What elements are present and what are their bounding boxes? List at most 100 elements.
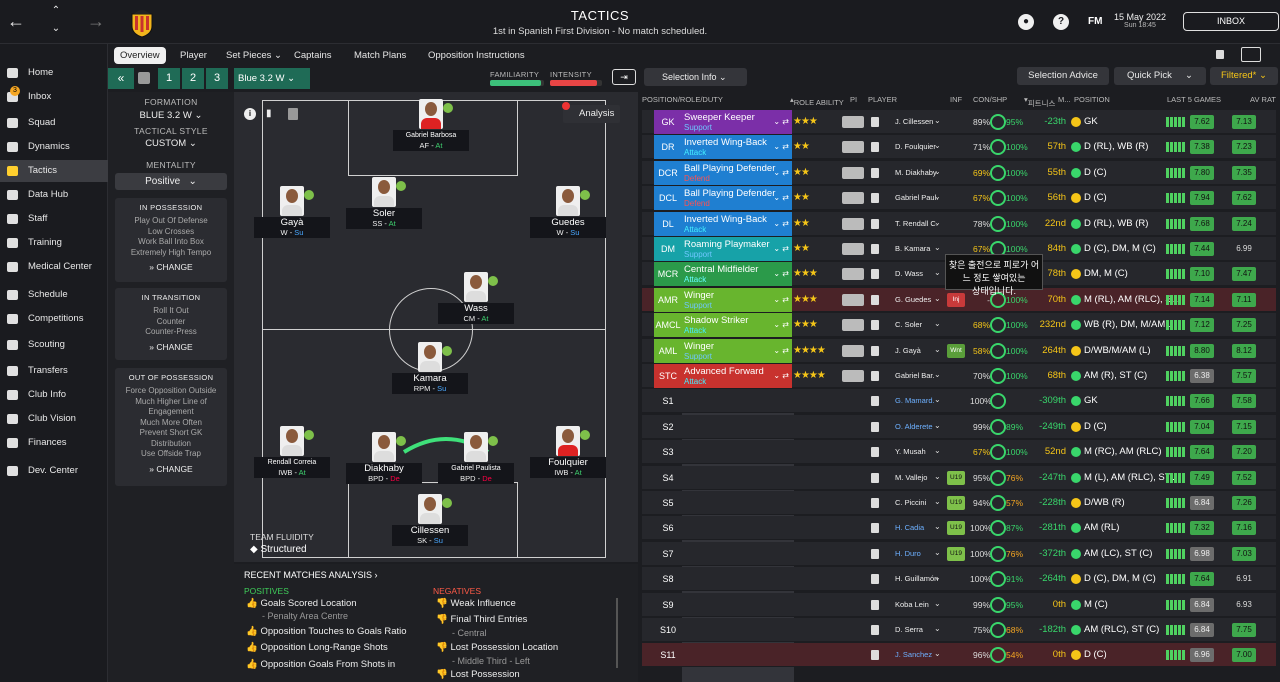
pitch-player-guedes[interactable]: Guedes W - Su (530, 186, 606, 238)
player-instructions-icon[interactable] (842, 268, 864, 281)
role-dropdown-icon[interactable]: ⌄ ⇄ (773, 345, 789, 355)
player-role[interactable]: BPD - De (346, 474, 422, 484)
player-dropdown-icon[interactable]: ⌄ (934, 192, 941, 202)
table-row[interactable]: GK Sweeper Keeper Support ⌄ ⇄ ★★★ J. Cillesse… (642, 110, 1276, 134)
player-name[interactable]: D. Wass (895, 269, 924, 279)
tab-player[interactable]: Player (180, 50, 207, 61)
player-name[interactable]: C. Piccini (895, 498, 927, 507)
table-row[interactable]: S11 J. Sanchez ⌄ 96% 54% 0th D (C) 6.96 7.00 (642, 643, 1276, 668)
player-dropdown-icon[interactable]: ⌄ (934, 370, 941, 379)
table-row[interactable]: AMR Winger Support ⌄ ⇄ ★★★ G. Guedes ⌄ Inj - 100%… (642, 287, 1276, 312)
player-name[interactable]: Gabriel Paul. (895, 193, 939, 203)
sidebar-item-transfers[interactable]: Transfers (0, 360, 108, 382)
player-instructions-icon[interactable] (842, 319, 864, 332)
pitch-player-gabriel-barbosa[interactable]: Gabriel Barbosa AF - At (393, 99, 469, 151)
positive-item[interactable]: 👍 Opposition Long-Range Shots (246, 642, 388, 653)
player-instructions-icon[interactable] (842, 192, 864, 205)
player-name[interactable]: H. Duro (895, 548, 921, 558)
info-icon[interactable]: i (244, 108, 256, 120)
tab-captains[interactable]: Captains (294, 50, 332, 61)
tab-opposition-instructions[interactable]: Opposition Instructions (428, 50, 525, 61)
player-dropdown-icon[interactable]: ⌄ (934, 624, 941, 633)
scrollbar[interactable] (616, 598, 618, 668)
role-cell[interactable]: Ball Playing Defender Defend ⌄ ⇄ (682, 160, 792, 185)
tab-overview[interactable]: Overview (114, 47, 166, 64)
table-row[interactable]: S2 O. Alderete ⌄ 99% 89% -249th D (C) 7.04 7.15 (642, 414, 1276, 439)
role-dropdown-icon[interactable]: ⌄ ⇄ (773, 167, 789, 177)
table-row[interactable]: S9 Koba Lein ⌄ 99% 95% 0th M (C) 6.84 6.93 (642, 592, 1276, 617)
player-name[interactable]: J. Gayà (895, 345, 921, 355)
player-dropdown-icon[interactable]: ⌄ (934, 497, 941, 506)
filter-dropdown[interactable]: Filtered* ⌄ (1210, 67, 1278, 85)
col-position[interactable]: POSITION (1074, 95, 1110, 104)
player-name[interactable]: Y. Musah (895, 447, 926, 457)
pitch-player-rendall-correia[interactable]: Rendall Correia IWB - At (254, 426, 330, 478)
forward-arrow-icon[interactable]: → (87, 11, 105, 31)
sidebar-item-squad[interactable]: Squad (0, 112, 108, 134)
tactical-style-dropdown[interactable]: CUSTOM ⌄ (145, 138, 197, 149)
player-name[interactable]: M. Vallejo (895, 472, 928, 482)
selection-info-dropdown[interactable]: Selection Info ⌄ (644, 68, 747, 86)
role-dropdown-icon[interactable]: ⌄ ⇄ (773, 294, 789, 304)
role-cell[interactable]: Ball Playing Defender Defend ⌄ ⇄ (682, 186, 792, 211)
role-dropdown-icon[interactable]: ⌄ ⇄ (773, 320, 789, 330)
role-cell[interactable]: Winger Support ⌄ ⇄ (682, 338, 792, 363)
player-instructions-icon[interactable] (842, 217, 864, 230)
pitch-player-diakhaby[interactable]: Diakhaby BPD - De (346, 432, 422, 484)
pitch-player-cillessen[interactable]: Cillessen SK - Su (392, 494, 468, 546)
pitch-player-gabriel-paulista[interactable]: Gabriel Paulista BPD - De (438, 432, 514, 484)
player-dropdown-icon[interactable]: ⌄ (934, 573, 941, 583)
player-instructions-icon[interactable] (842, 293, 864, 306)
player-dropdown-icon[interactable]: ⌄ (934, 268, 941, 278)
player-name[interactable]: T. Rendall C. (895, 218, 938, 228)
player-dropdown-icon[interactable]: ⌄ (934, 522, 941, 532)
table-row[interactable]: S4 M. Vallejo ⌄ U19 95% 76% -247th M (L), AM (R… (642, 465, 1276, 490)
sidebar-item-scouting[interactable]: Scouting (0, 334, 108, 356)
tactic-name-dropdown[interactable]: Blue 3.2 W ⌄ (234, 68, 310, 89)
player-role[interactable]: BPD - De (438, 474, 514, 484)
shirt-view-icon[interactable] (1241, 47, 1261, 62)
formation-dropdown[interactable]: BLUE 3.2 W ⌄ (139, 110, 203, 121)
pitch-player-wass[interactable]: Wass CM - At (438, 272, 514, 324)
sidebar-item-club-info[interactable]: Club Info (0, 384, 108, 406)
player-dropdown-icon[interactable]: ⌄ (934, 116, 941, 125)
positive-item[interactable]: 👍 Goals Scored Location (246, 598, 357, 609)
tactic-slot-3[interactable]: 3 (206, 68, 228, 89)
player-dropdown-icon[interactable]: ⌄ (934, 471, 941, 481)
table-row[interactable]: S7 H. Duro ⌄ U19 100% 76% -372th AM (LC), ST (C… (642, 541, 1276, 566)
col-pi[interactable]: PI (850, 95, 858, 104)
pitch-player-foulquier[interactable]: Foulquier IWB - At (530, 426, 606, 478)
player-instructions-icon[interactable] (842, 116, 864, 128)
help-icon[interactable]: ? (1053, 14, 1069, 30)
bar-chart-icon[interactable]: ▮ (266, 108, 272, 119)
col-m[interactable]: M... (1058, 95, 1071, 104)
change-in-possession-button[interactable]: » CHANGE (149, 262, 193, 272)
sidebar-item-competitions[interactable]: Competitions (0, 308, 108, 330)
table-row[interactable]: AML Winger Support ⌄ ⇄ ★★★★ J. Gayà ⌄ Wnt 58% 100… (642, 338, 1276, 363)
tab-set-pieces[interactable]: Set Pieces ⌄ (226, 50, 283, 61)
player-dropdown-icon[interactable]: ⌄ (934, 420, 941, 430)
player-dropdown-icon[interactable]: ⌄ (934, 217, 941, 227)
player-dropdown-icon[interactable]: ⌄ (934, 166, 941, 176)
player-dropdown-icon[interactable]: ⌄ (934, 649, 941, 659)
player-name[interactable]: Gabriel Bar. (895, 371, 935, 380)
positive-item[interactable]: 👍 Opposition Goals From Shots in (246, 659, 395, 670)
player-name[interactable]: G. Mamard. (895, 396, 935, 406)
col-player[interactable]: PLAYER (868, 95, 898, 104)
player-dropdown-icon[interactable]: ⌄ (934, 344, 941, 354)
player-instructions-icon[interactable] (842, 344, 864, 357)
sidebar-item-data-hub[interactable]: Data Hub (0, 184, 108, 206)
role-cell[interactable]: Shadow Striker Attack ⌄ ⇄ (682, 313, 792, 338)
player-role[interactable]: RPM - Su (392, 384, 468, 394)
list-icon[interactable] (288, 108, 298, 120)
player-role[interactable]: IWB - At (254, 468, 330, 478)
analysis-button[interactable]: Analysis (563, 105, 620, 123)
table-row[interactable]: S3 Y. Musah ⌄ 67% 100% 52nd M (RC), AM (RLC) 7.… (642, 440, 1276, 465)
player-name[interactable]: M. Diakhaby (895, 167, 937, 177)
sidebar-item-club-vision[interactable]: Club Vision (0, 408, 108, 430)
table-row[interactable]: S6 H. Cadia ⌄ U19 100% 87% -281th AM (RL) 7.32 7.… (642, 516, 1276, 541)
col-av-rat[interactable]: AV RAT (1250, 95, 1276, 104)
role-cell[interactable]: Advanced Forward Attack ⌄ ⇄ (682, 364, 792, 388)
negative-item[interactable]: 👎 Final Third Entries (436, 614, 527, 625)
role-cell[interactable]: Winger Support ⌄ ⇄ (682, 287, 792, 312)
